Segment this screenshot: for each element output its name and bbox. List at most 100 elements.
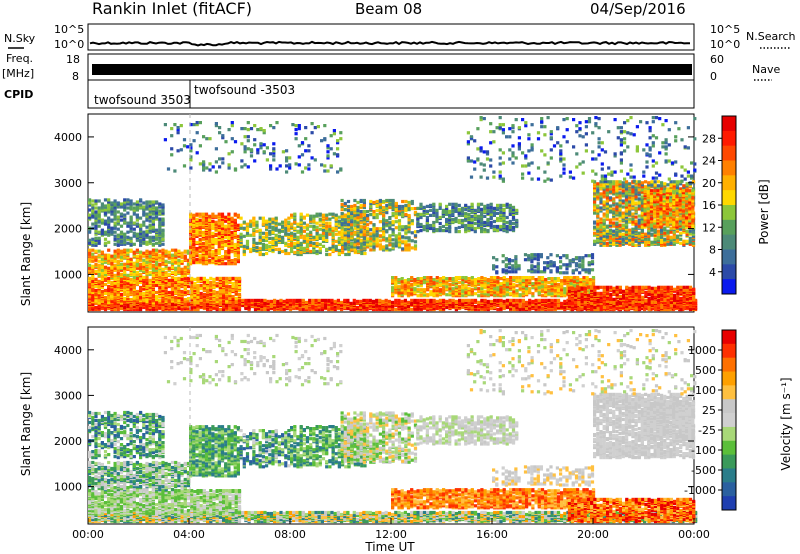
- power-cell: [151, 212, 155, 216]
- power-cell: [328, 252, 332, 257]
- power-cell: [170, 292, 175, 297]
- power-cell: [312, 224, 316, 228]
- power-cell: [556, 298, 561, 302]
- power-cell: [151, 222, 155, 226]
- power-cell: [139, 262, 143, 266]
- power-cell: [512, 283, 516, 287]
- power-cell: [268, 229, 272, 233]
- power-cell: [445, 287, 449, 291]
- power-cell: [151, 273, 155, 277]
- power-cell: [499, 300, 503, 304]
- power-cell: [189, 236, 193, 240]
- power-cell: [470, 292, 474, 296]
- power-cell: [302, 238, 306, 242]
- power-cell: [100, 205, 104, 209]
- power-cell: [413, 247, 418, 251]
- power-cell: [151, 289, 155, 294]
- power-cell: [116, 283, 120, 288]
- power-cell: [271, 247, 275, 251]
- power-cell: [422, 298, 427, 302]
- power-cell: [135, 296, 139, 300]
- power-cell: [183, 300, 187, 304]
- power-cell: [145, 266, 149, 270]
- power-cell: [100, 274, 104, 278]
- power-cell: [116, 303, 120, 308]
- power-cell: [211, 221, 215, 225]
- power-cell: [391, 228, 395, 232]
- power-cell: [369, 232, 373, 236]
- power-cell: [362, 200, 366, 205]
- power-cell: [113, 263, 117, 267]
- power-cell: [298, 302, 302, 306]
- power-cell: [217, 252, 221, 256]
- power-cell: [362, 237, 366, 241]
- freq-label-top: Freq.: [6, 52, 33, 65]
- power-cell: [110, 293, 114, 298]
- power-cell: [237, 285, 242, 290]
- power-cell: [211, 226, 215, 230]
- power-cell: [445, 293, 449, 297]
- power-cell: [174, 260, 178, 264]
- power-cell: [464, 276, 468, 280]
- power-cell: [100, 228, 104, 232]
- power-cell: [103, 211, 108, 215]
- power-cell: [129, 248, 133, 252]
- power-cell: [116, 248, 120, 252]
- power-cell: [328, 212, 332, 216]
- power-cell: [343, 208, 347, 212]
- power-cell: [113, 242, 117, 246]
- power-cell: [356, 227, 360, 231]
- power-cell: [346, 212, 351, 216]
- power-cell: [142, 269, 146, 273]
- power-cell: [132, 221, 136, 225]
- power-cell: [404, 209, 408, 213]
- power-cell: [132, 202, 136, 206]
- power-cell: [257, 298, 261, 302]
- power-cell: [410, 301, 414, 305]
- power-cell: [110, 204, 114, 208]
- power-cell: [116, 251, 120, 255]
- power-cell: [372, 213, 376, 217]
- power-cell: [320, 303, 324, 308]
- power-cell: [132, 304, 136, 309]
- power-cell: [227, 247, 231, 252]
- power-cell: [512, 300, 516, 304]
- power-cell: [458, 292, 462, 296]
- power-cell: [394, 278, 398, 282]
- power-cell: [94, 299, 98, 303]
- power-cell: [366, 239, 370, 243]
- power-cell: [406, 288, 411, 292]
- power-cell: [119, 262, 124, 266]
- power-cell: [287, 232, 291, 236]
- power-cell: [158, 255, 162, 259]
- power-cell: [183, 273, 187, 277]
- power-cell: [177, 299, 181, 303]
- power-cell: [151, 259, 155, 263]
- power-cell: [107, 248, 111, 252]
- power-cell: [155, 211, 159, 215]
- power-cell: [284, 243, 288, 247]
- power-cell: [129, 199, 133, 203]
- power-cell: [126, 211, 130, 215]
- power-cell: [151, 242, 155, 246]
- power-cell: [391, 198, 395, 203]
- power-cell: [132, 298, 136, 302]
- power-cell: [550, 304, 554, 309]
- power-cell: [164, 270, 168, 274]
- power-cell: [273, 307, 277, 312]
- power-cell: [271, 236, 275, 240]
- power-cell: [103, 253, 108, 257]
- power-cell: [553, 306, 557, 311]
- power-cell: [198, 241, 202, 246]
- power-cell: [328, 221, 332, 225]
- power-cell: [234, 281, 238, 286]
- power-cell: [164, 259, 168, 263]
- power-cell: [129, 218, 133, 222]
- power-cell: [110, 230, 114, 234]
- power-cell: [158, 279, 162, 283]
- power-cell: [290, 249, 294, 254]
- power-cell: [88, 241, 92, 245]
- power-cell: [142, 201, 146, 205]
- power-cell: [228, 276, 232, 280]
- power-cell: [189, 258, 193, 262]
